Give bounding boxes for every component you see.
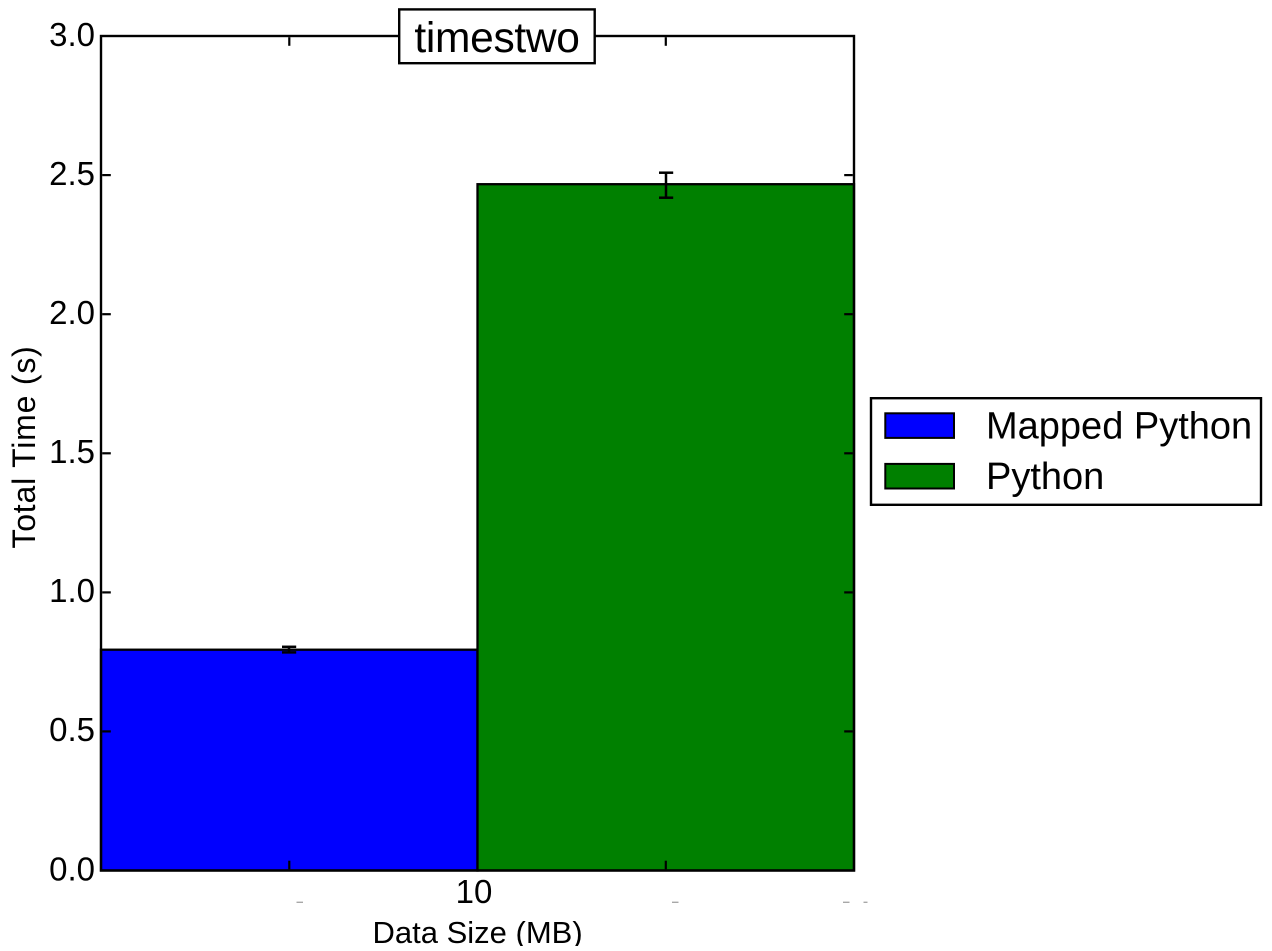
svg-text:3.0: 3.0 bbox=[49, 16, 95, 53]
svg-text:Mapped Python: Mapped Python bbox=[986, 406, 1252, 448]
svg-text:2.0: 2.0 bbox=[49, 294, 95, 331]
svg-text:10: 10 bbox=[456, 873, 493, 910]
svg-text:0.5: 0.5 bbox=[49, 711, 95, 748]
svg-text:Python: Python bbox=[986, 456, 1104, 498]
svg-text:1.0: 1.0 bbox=[49, 572, 95, 609]
svg-text:Total Time (s): Total Time (s) bbox=[6, 345, 42, 548]
svg-text:Data Size (MB): Data Size (MB) bbox=[373, 915, 583, 946]
svg-text:2.5: 2.5 bbox=[49, 155, 95, 192]
svg-text:1.5: 1.5 bbox=[49, 433, 95, 470]
svg-text:0.0: 0.0 bbox=[49, 850, 95, 887]
svg-text:timestwo: timestwo bbox=[414, 15, 579, 62]
